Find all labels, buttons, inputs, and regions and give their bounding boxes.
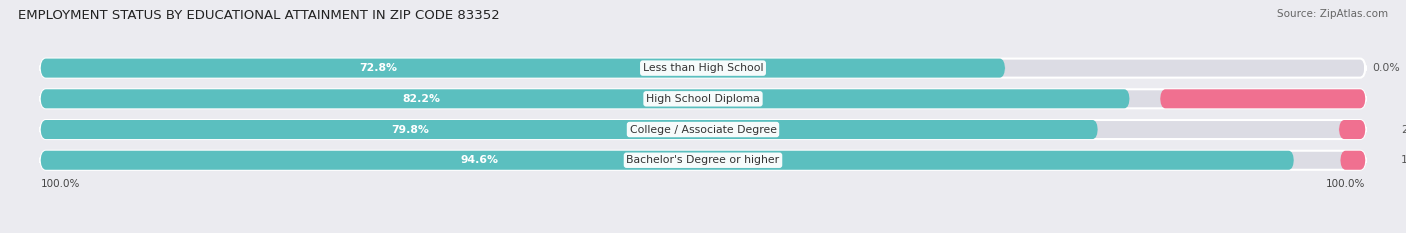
Text: 1.9%: 1.9%	[1400, 155, 1406, 165]
Text: 94.6%: 94.6%	[460, 155, 498, 165]
FancyBboxPatch shape	[41, 151, 1294, 170]
FancyBboxPatch shape	[41, 151, 1365, 170]
FancyBboxPatch shape	[41, 120, 1365, 139]
Text: Less than High School: Less than High School	[643, 63, 763, 73]
Text: 2.0%: 2.0%	[1402, 124, 1406, 134]
Text: College / Associate Degree: College / Associate Degree	[630, 124, 776, 134]
Text: High School Diploma: High School Diploma	[647, 94, 759, 104]
Text: 72.8%: 72.8%	[359, 63, 396, 73]
FancyBboxPatch shape	[1340, 151, 1365, 170]
FancyBboxPatch shape	[1339, 120, 1365, 139]
Text: Bachelor's Degree or higher: Bachelor's Degree or higher	[627, 155, 779, 165]
FancyBboxPatch shape	[41, 120, 1098, 139]
FancyBboxPatch shape	[41, 58, 1005, 78]
FancyBboxPatch shape	[41, 58, 1365, 78]
FancyBboxPatch shape	[1160, 89, 1365, 108]
Text: Source: ZipAtlas.com: Source: ZipAtlas.com	[1277, 9, 1388, 19]
Text: 82.2%: 82.2%	[402, 94, 440, 104]
Text: 0.0%: 0.0%	[1372, 63, 1400, 73]
Text: EMPLOYMENT STATUS BY EDUCATIONAL ATTAINMENT IN ZIP CODE 83352: EMPLOYMENT STATUS BY EDUCATIONAL ATTAINM…	[18, 9, 501, 22]
Text: 79.8%: 79.8%	[392, 124, 430, 134]
Text: 100.0%: 100.0%	[41, 179, 80, 189]
Text: 100.0%: 100.0%	[1326, 179, 1365, 189]
FancyBboxPatch shape	[41, 89, 1129, 108]
FancyBboxPatch shape	[41, 89, 1365, 108]
